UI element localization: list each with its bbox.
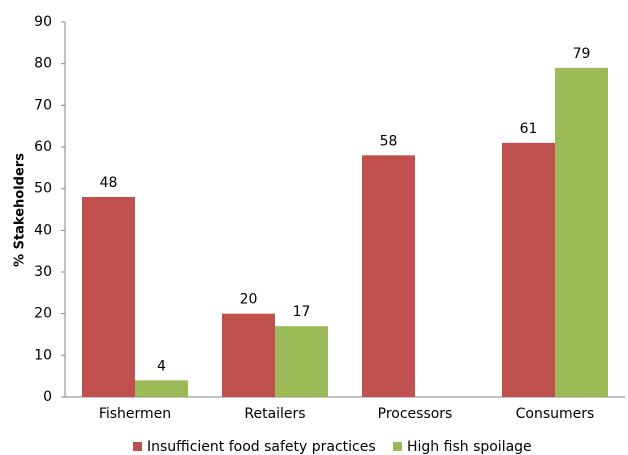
y-tick-label: 60 [34,139,52,155]
bar [555,67,608,397]
data-label: 48 [100,175,118,191]
bar [135,380,188,397]
y-tick-label: 40 [34,222,52,238]
legend-label: High fish spoilage [407,439,532,455]
bar [362,155,415,397]
y-tick-label: 10 [34,347,52,363]
y-axis-label: % Stakeholders [13,153,28,267]
x-tick-label: Fishermen [99,406,171,422]
data-label: 4 [157,358,166,374]
data-label: 20 [240,292,258,308]
data-label: 61 [520,121,538,137]
bar [502,142,555,397]
y-tick-label: 50 [34,181,52,197]
data-label: 79 [573,46,591,62]
bar [82,197,135,397]
legend-swatch [133,442,142,451]
x-tick-label: Consumers [516,406,595,422]
x-tick-label: Retailers [244,406,305,422]
y-tick-label: 70 [34,97,52,113]
y-tick-label: 20 [34,306,52,322]
y-tick-label: 80 [34,56,52,72]
bar [222,313,275,397]
y-tick-label: 30 [34,264,52,280]
x-tick-label: Processors [378,406,453,422]
data-label: 17 [293,304,311,320]
y-tick-label: 0 [43,389,52,405]
y-tick-label: 90 [34,14,52,30]
data-label: 58 [380,133,398,149]
legend-label: Insufficient food safety practices [147,439,376,455]
legend-swatch [393,442,402,451]
bar [275,326,328,397]
